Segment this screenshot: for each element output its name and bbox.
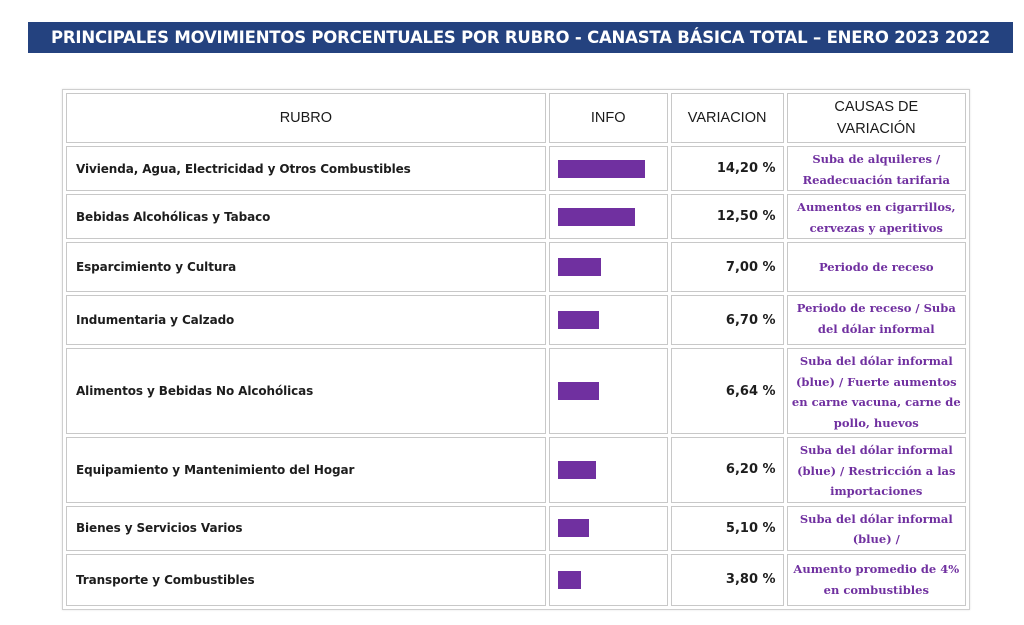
variacion-value: 12,50 % xyxy=(670,194,784,239)
table-row: Bienes y Servicios Varios 5,10 % Suba del … xyxy=(66,505,966,551)
variation-bar xyxy=(557,207,635,226)
rubro-label: Transporte y Combustibles xyxy=(66,553,546,606)
variation-bar xyxy=(557,460,596,479)
causa-text: Suba de alquileres / Readecuación tarifa… xyxy=(786,146,966,191)
variacion-value: 6,20 % xyxy=(670,437,784,503)
rubro-label: Equipamiento y Mantenimiento del Hogar xyxy=(66,437,546,503)
causa-text: Suba del dólar informal (blue) / xyxy=(786,505,966,551)
rubro-label: Bebidas Alcohólicas y Tabaco xyxy=(66,194,546,239)
variation-bar xyxy=(557,159,645,178)
table-row: Indumentaria y Calzado 6,70 % Periodo de r… xyxy=(66,295,966,345)
variation-bar xyxy=(557,258,601,276)
variation-bar xyxy=(557,311,599,329)
rubro-label: Vivienda, Agua, Electricidad y Otros Com… xyxy=(66,146,546,191)
causa-text: Suba del dólar informal (blue) / Fuerte … xyxy=(786,348,966,434)
variation-bar xyxy=(557,519,589,537)
header-causas: CAUSAS DE VARIACIÓN xyxy=(786,93,966,143)
info-cell xyxy=(548,437,668,503)
causa-text: Periodo de receso xyxy=(786,242,966,292)
header-variacion: VARIACION xyxy=(670,93,784,143)
causa-text: Periodo de receso / Suba del dólar infor… xyxy=(786,295,966,345)
rubro-label: Indumentaria y Calzado xyxy=(66,295,546,345)
header-info: INFO xyxy=(548,93,668,143)
info-cell xyxy=(548,242,668,292)
rubro-label: Bienes y Servicios Varios xyxy=(66,505,546,551)
info-cell xyxy=(548,553,668,606)
variacion-value: 6,64 % xyxy=(670,348,784,434)
info-cell xyxy=(548,348,668,434)
header-rubro: RUBRO xyxy=(66,93,546,143)
table-row: Equipamiento y Mantenimiento del Hogar 6,… xyxy=(66,437,966,503)
causa-text: Aumento promedio de 4% en combustibles xyxy=(786,553,966,606)
info-cell xyxy=(548,505,668,551)
info-cell xyxy=(548,146,668,191)
header-row: RUBRO INFO VARIACION CAUSAS DE VARIACIÓN xyxy=(66,93,966,143)
causa-text: Suba del dólar informal (blue) / Restric… xyxy=(786,437,966,503)
chart-title: PRINCIPALES MOVIMIENTOS PORCENTUALES POR… xyxy=(28,22,1013,53)
variation-bar xyxy=(557,382,599,400)
variacion-value: 6,70 % xyxy=(670,295,784,345)
variacion-value: 7,00 % xyxy=(670,242,784,292)
info-cell xyxy=(548,295,668,345)
variation-bar xyxy=(557,570,581,589)
variacion-value: 3,80 % xyxy=(670,553,784,606)
table-row: Vivienda, Agua, Electricidad y Otros Com… xyxy=(66,146,966,191)
variacion-value: 14,20 % xyxy=(670,146,784,191)
rubro-table: RUBRO INFO VARIACION CAUSAS DE VARIACIÓN … xyxy=(62,89,970,610)
table-row: Transporte y Combustibles 3,80 % Aumento p… xyxy=(66,553,966,606)
rubro-label: Esparcimiento y Cultura xyxy=(66,242,546,292)
rubro-label: Alimentos y Bebidas No Alcohólicas xyxy=(66,348,546,434)
causa-text: Aumentos en cigarrillos, cervezas y aper… xyxy=(786,194,966,239)
table-row: Alimentos y Bebidas No Alcohólicas 6,64 %… xyxy=(66,348,966,434)
info-cell xyxy=(548,194,668,239)
table-row: Bebidas Alcohólicas y Tabaco 12,50 % Aumen… xyxy=(66,194,966,239)
table-row: Esparcimiento y Cultura 7,00 % Periodo de … xyxy=(66,242,966,292)
variacion-value: 5,10 % xyxy=(670,505,784,551)
